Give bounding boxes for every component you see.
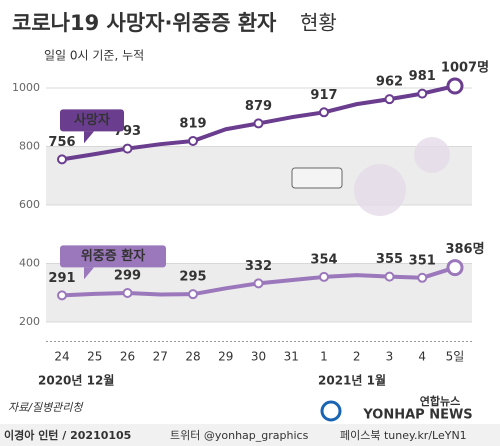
value-label: 354 bbox=[310, 252, 337, 267]
point bbox=[253, 278, 264, 289]
period-label: 2020년 12월 bbox=[38, 373, 114, 388]
value-label: 291 bbox=[48, 271, 75, 286]
virus-illustration bbox=[354, 164, 406, 216]
point bbox=[319, 107, 329, 118]
value-label: 295 bbox=[179, 270, 206, 285]
y-tick-label: 800 bbox=[19, 140, 40, 153]
y-tick-label: 600 bbox=[19, 198, 40, 211]
point bbox=[188, 135, 198, 146]
y-tick-label: 200 bbox=[19, 315, 40, 328]
x-tick-label: 1 bbox=[320, 350, 328, 364]
value-label: 981 bbox=[409, 69, 436, 84]
value-label: 386명 bbox=[445, 241, 484, 257]
footer-bar bbox=[0, 424, 500, 446]
point bbox=[122, 288, 133, 299]
x-tick-label: 3 bbox=[386, 350, 394, 364]
x-tick-label: 31 bbox=[284, 350, 299, 364]
x-tick-label: 26 bbox=[120, 350, 135, 364]
logo-mark bbox=[320, 400, 342, 422]
value-label: 299 bbox=[114, 269, 141, 284]
value-label: 1007명 bbox=[441, 59, 489, 75]
y-tick-label: 400 bbox=[19, 256, 40, 269]
facebook: 페이스북 tuney.kr/LeYN1 bbox=[340, 429, 467, 442]
point bbox=[319, 271, 329, 282]
point bbox=[253, 118, 264, 129]
chart-title-suffix: 현황 bbox=[300, 11, 337, 35]
point bbox=[57, 154, 67, 165]
point bbox=[188, 289, 198, 300]
point bbox=[417, 272, 428, 283]
x-tick-label: 25 bbox=[87, 350, 102, 364]
grid-band bbox=[46, 146, 472, 205]
y-tick-label: 1000 bbox=[12, 81, 40, 94]
legend-pointer bbox=[84, 131, 94, 144]
value-label: 917 bbox=[310, 88, 337, 103]
x-tick-label: 28 bbox=[185, 350, 200, 364]
value-label: 756 bbox=[48, 135, 75, 150]
plot: 200 400 600 800 1000 24 25 26 27 28 29 30 31 1 2 3 4 5일 75… bbox=[12, 59, 489, 363]
logo: 연합뉴스 bbox=[420, 394, 460, 408]
twitter: 트위터 @yonhap_graphics bbox=[170, 429, 309, 442]
x-tick-label: 5일 bbox=[446, 350, 465, 364]
legend-box bbox=[60, 109, 124, 132]
value-label: 819 bbox=[179, 116, 206, 131]
credit: 이경아 인턴 / 20210105 bbox=[4, 428, 131, 442]
bed-illustration bbox=[291, 167, 343, 189]
legend-label: 위중증 환자 bbox=[81, 248, 145, 264]
value-label: 879 bbox=[245, 99, 272, 114]
x-tick-label: 27 bbox=[153, 350, 168, 364]
point bbox=[57, 290, 67, 301]
legend-box bbox=[60, 245, 166, 268]
value-label: 332 bbox=[245, 259, 272, 274]
point bbox=[446, 259, 464, 277]
x-tick-label: 24 bbox=[54, 350, 69, 364]
x-tick-label: 4 bbox=[418, 350, 426, 364]
point bbox=[384, 94, 395, 105]
x-tick-label: 29 bbox=[218, 350, 233, 364]
period-label: 2021년 1월 bbox=[318, 373, 386, 388]
subtitle: 일일 0시 기준, 누적 bbox=[44, 49, 144, 63]
value-label: 962 bbox=[376, 75, 403, 90]
legend-label: 사망자 bbox=[74, 112, 110, 128]
virus-illustration bbox=[414, 137, 450, 173]
chart-title: 코로나19 사망자·위중증 환자 bbox=[12, 11, 277, 35]
point bbox=[417, 88, 428, 99]
point bbox=[384, 271, 395, 282]
value-label: 355 bbox=[376, 252, 403, 267]
x-tick-label: 30 bbox=[251, 350, 266, 364]
value-label: 351 bbox=[409, 253, 436, 268]
logo-en: YONHAP NEWS bbox=[362, 408, 472, 423]
legend-pointer bbox=[84, 267, 94, 280]
x-tick-label: 2 bbox=[353, 350, 361, 364]
point bbox=[122, 143, 133, 154]
point bbox=[446, 77, 464, 95]
source: 자료/질병관리청 bbox=[8, 401, 84, 414]
